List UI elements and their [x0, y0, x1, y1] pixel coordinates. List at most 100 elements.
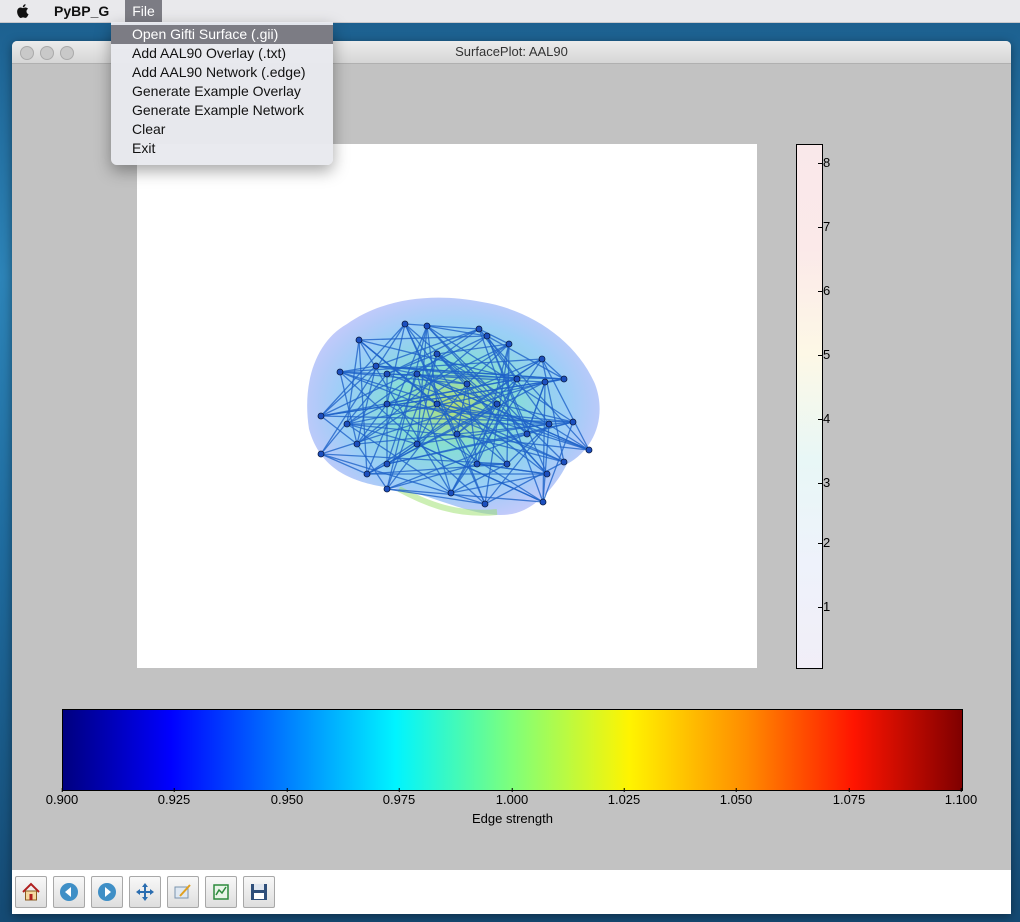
network-edge: [375, 328, 480, 367]
network-edge: [346, 403, 388, 425]
network-node: [560, 375, 568, 383]
colorbar-tick: 7: [817, 219, 831, 234]
network-edge: [339, 371, 358, 445]
edge-colorbar-tick: 0.900: [45, 788, 79, 807]
network-edge: [476, 463, 548, 475]
network-edge: [456, 421, 574, 435]
network-edge: [436, 403, 565, 463]
menu-item-exit[interactable]: Exit: [132, 140, 156, 156]
network-edge: [426, 325, 488, 337]
edge-strength-colorbar: [62, 709, 963, 791]
surfaceplot-window: SurfacePlot: AAL90 1 2 3 4 5 6 7 8 0.900: [12, 41, 1011, 914]
colorbar-tick: 8: [817, 155, 831, 170]
edge-colorbar-label: Edge strength: [472, 811, 553, 826]
network-edge: [386, 488, 486, 505]
network-edge: [450, 473, 548, 494]
network-edge: [542, 421, 574, 503]
network-edge: [366, 463, 388, 475]
file-menu[interactable]: File: [125, 0, 162, 22]
network-edge: [456, 378, 518, 435]
network-edge: [358, 335, 488, 341]
network-node: [355, 336, 363, 344]
network-edge: [356, 343, 510, 445]
network-edge: [478, 328, 510, 345]
back-button[interactable]: [53, 876, 85, 908]
network-node: [383, 485, 391, 493]
network-edge: [486, 335, 548, 475]
apple-icon[interactable]: [14, 2, 32, 20]
pan-icon: [136, 883, 154, 901]
overlay-colorbar: [796, 144, 823, 669]
network-node: [317, 450, 325, 458]
network-edge: [416, 325, 428, 445]
network-edge: [476, 343, 510, 465]
network-edge: [356, 365, 377, 445]
network-node: [560, 458, 568, 466]
network-edge: [456, 403, 498, 435]
network-node: [433, 400, 441, 408]
network-edge: [386, 373, 418, 465]
colorbar-tick: 2: [817, 535, 831, 550]
network-edge: [320, 323, 406, 455]
network-edge: [416, 373, 548, 475]
edge-colorbar-tick: 1.025: [607, 788, 641, 807]
network-node: [423, 322, 431, 330]
close-button[interactable]: [20, 46, 34, 60]
network-edge: [436, 343, 510, 355]
network-edge: [404, 323, 480, 330]
network-node: [543, 470, 551, 478]
network-edge: [542, 381, 546, 503]
network-node: [545, 420, 553, 428]
network-edge: [426, 325, 438, 405]
zoom-button[interactable]: [60, 46, 74, 60]
network-edge: [526, 381, 546, 435]
network-edge: [386, 328, 480, 375]
network-node: [538, 355, 546, 363]
pan-button[interactable]: [129, 876, 161, 908]
network-edge: [484, 423, 550, 505]
network-edge: [366, 381, 546, 475]
menu-item-generate-network[interactable]: Generate Example Network: [132, 102, 304, 118]
network-node: [383, 460, 391, 468]
network-edge: [436, 358, 543, 405]
brain-plot-area[interactable]: [137, 144, 757, 668]
forward-button[interactable]: [91, 876, 123, 908]
brain-network-render: [307, 297, 600, 516]
minimize-button[interactable]: [40, 46, 54, 60]
network-edge: [386, 323, 406, 405]
network-edge: [358, 339, 368, 475]
plot-toolbar: [12, 870, 1011, 914]
edge-colorbar-tick: 0.975: [382, 788, 416, 807]
zoom-button[interactable]: [167, 876, 199, 908]
network-node: [483, 332, 491, 340]
network-node: [503, 460, 511, 468]
menu-item-add-network[interactable]: Add AAL90 Network (.edge): [132, 64, 306, 80]
network-edge: [386, 378, 518, 405]
network-edge: [346, 423, 452, 494]
network-edge: [320, 373, 388, 455]
network-edges: [320, 323, 590, 505]
edge-colorbar-tick: 1.100: [944, 788, 978, 807]
app-name-menu[interactable]: PyBP_G: [54, 3, 110, 19]
menu-item-open-gifti[interactable]: Open Gifti Surface (.gii): [111, 25, 333, 44]
network-node: [353, 440, 361, 448]
network-edge: [346, 423, 418, 445]
menu-item-generate-overlay[interactable]: Generate Example Overlay: [132, 83, 301, 99]
menu-item-clear[interactable]: Clear: [132, 121, 166, 137]
save-button[interactable]: [243, 876, 275, 908]
network-edge: [436, 353, 590, 451]
menu-item-add-overlay[interactable]: Add AAL90 Overlay (.txt): [132, 45, 287, 61]
network-edge: [541, 358, 590, 451]
network-edge: [358, 339, 518, 380]
network-node: [413, 370, 421, 378]
network-node: [372, 362, 380, 370]
colorbar-tick: 1: [817, 599, 831, 614]
edge-colorbar-tick: 0.950: [270, 788, 304, 807]
network-edge: [320, 453, 486, 505]
back-icon: [60, 883, 78, 901]
network-edge: [339, 371, 565, 463]
subplots-button[interactable]: [205, 876, 237, 908]
network-node: [447, 489, 455, 497]
network-node: [363, 470, 371, 478]
home-button[interactable]: [15, 876, 47, 908]
